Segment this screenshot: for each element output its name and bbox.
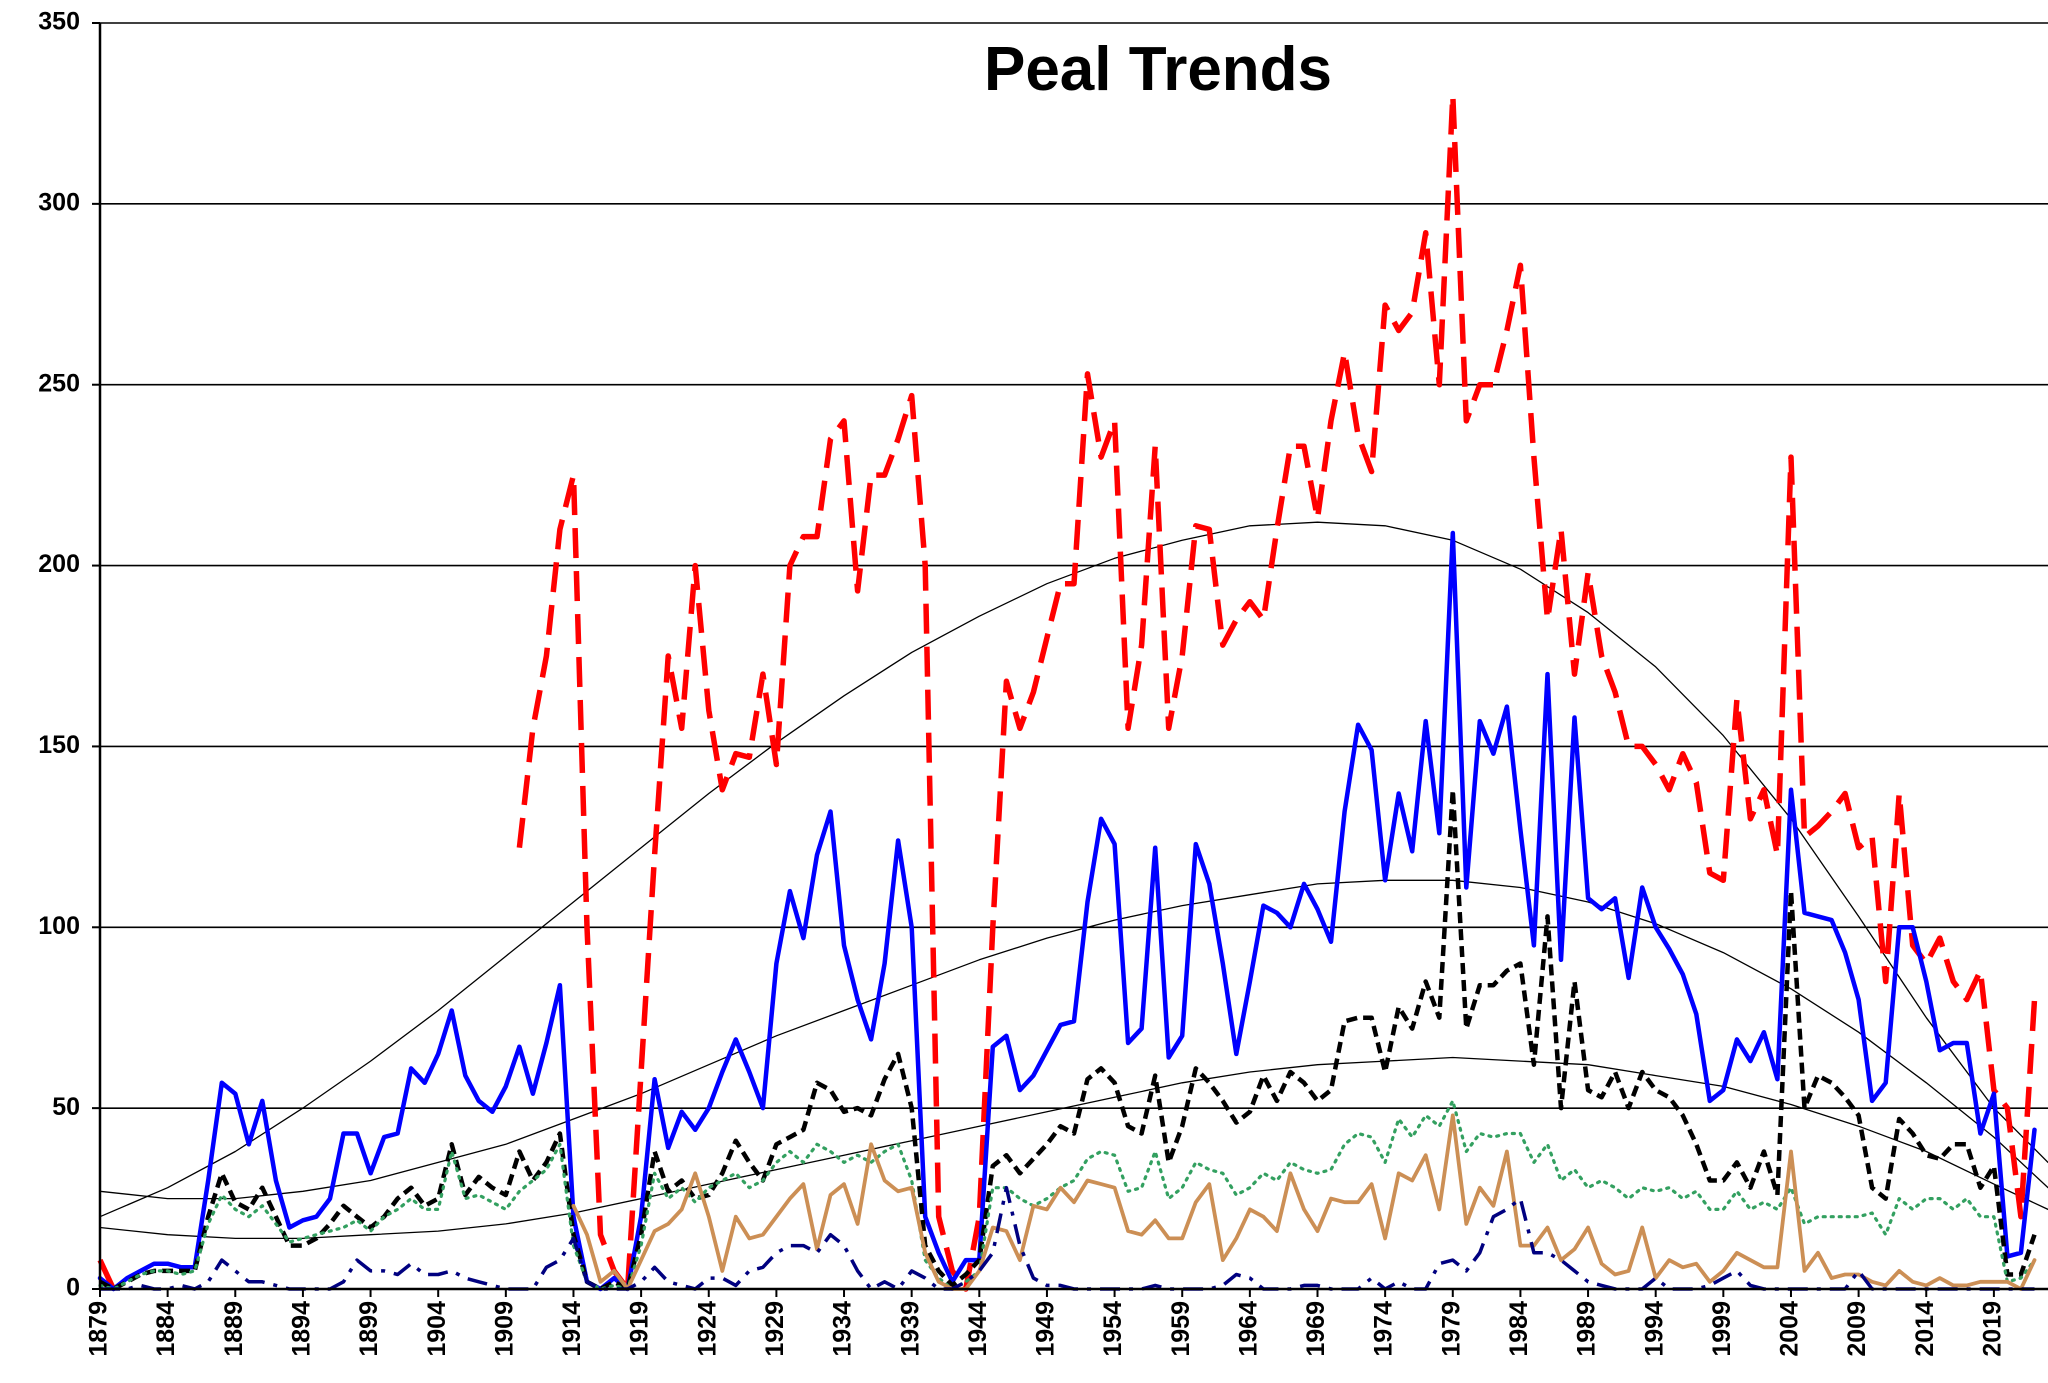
x-tick-label: 1894	[288, 1301, 316, 1357]
series-line	[98, 1099, 2037, 1291]
trend-line	[99, 879, 2048, 1200]
y-tick-label: 0	[66, 1274, 80, 1302]
x-tick-label: 1904	[423, 1301, 451, 1357]
series-line	[97, 530, 2037, 1292]
chart-title: Peal Trends	[984, 35, 1332, 104]
x-tick-label: 1899	[355, 1301, 383, 1357]
x-tick-label: 1969	[1302, 1301, 1330, 1357]
x-tick-label: 1949	[1032, 1301, 1060, 1357]
plot-area	[97, 92, 2048, 1292]
x-tick-label: 1979	[1437, 1301, 1465, 1357]
y-tick-label: 50	[52, 1093, 80, 1121]
x-tick-label: 1959	[1167, 1301, 1195, 1357]
y-tick-label: 100	[38, 912, 80, 940]
x-tick-label: 1954	[1099, 1301, 1127, 1357]
series-line	[97, 92, 2038, 1292]
y-tick-label: 200	[38, 550, 80, 578]
x-tick-label: 1914	[558, 1301, 586, 1357]
x-tick-label: 2014	[1911, 1301, 1939, 1357]
y-tick-label: 150	[38, 731, 80, 759]
x-tick-label: 2009	[1843, 1301, 1871, 1357]
x-tick-label: 1879	[85, 1301, 113, 1357]
x-tick-label: 2004	[1776, 1301, 1804, 1357]
y-tick-label: 350	[38, 8, 80, 36]
series-line	[98, 787, 2037, 1292]
series-line	[571, 1113, 2037, 1291]
x-tick-label: 1999	[1708, 1301, 1736, 1357]
x-tick-label: 1934	[829, 1301, 857, 1357]
y-tick-label: 250	[38, 369, 80, 397]
x-tick-label: 1889	[220, 1301, 248, 1357]
x-tick-label: 1974	[1370, 1301, 1398, 1357]
trend-line	[99, 1056, 2048, 1240]
x-tick-label: 1939	[896, 1301, 924, 1357]
x-tick-label: 1929	[761, 1301, 789, 1357]
x-tick-label: 1924	[693, 1301, 721, 1357]
x-tick-label: 1984	[1505, 1301, 1533, 1357]
x-tick-label: 1909	[490, 1301, 518, 1357]
x-tick-label: 1884	[152, 1301, 180, 1357]
x-tick-label: 2019	[1978, 1301, 2006, 1357]
x-tick-label: 1944	[964, 1301, 992, 1357]
y-tick-label: 300	[38, 188, 80, 216]
series-line	[100, 1185, 2035, 1291]
x-tick-label: 1964	[1234, 1301, 1262, 1357]
x-tick-label: 1989	[1573, 1301, 1601, 1357]
x-tick-label: 1994	[1640, 1301, 1668, 1357]
axes: 0 50 100 150 200 250 300 350 1879 1884 1889 1894 189…	[38, 8, 2048, 1357]
x-tick-label: 1919	[626, 1301, 654, 1357]
